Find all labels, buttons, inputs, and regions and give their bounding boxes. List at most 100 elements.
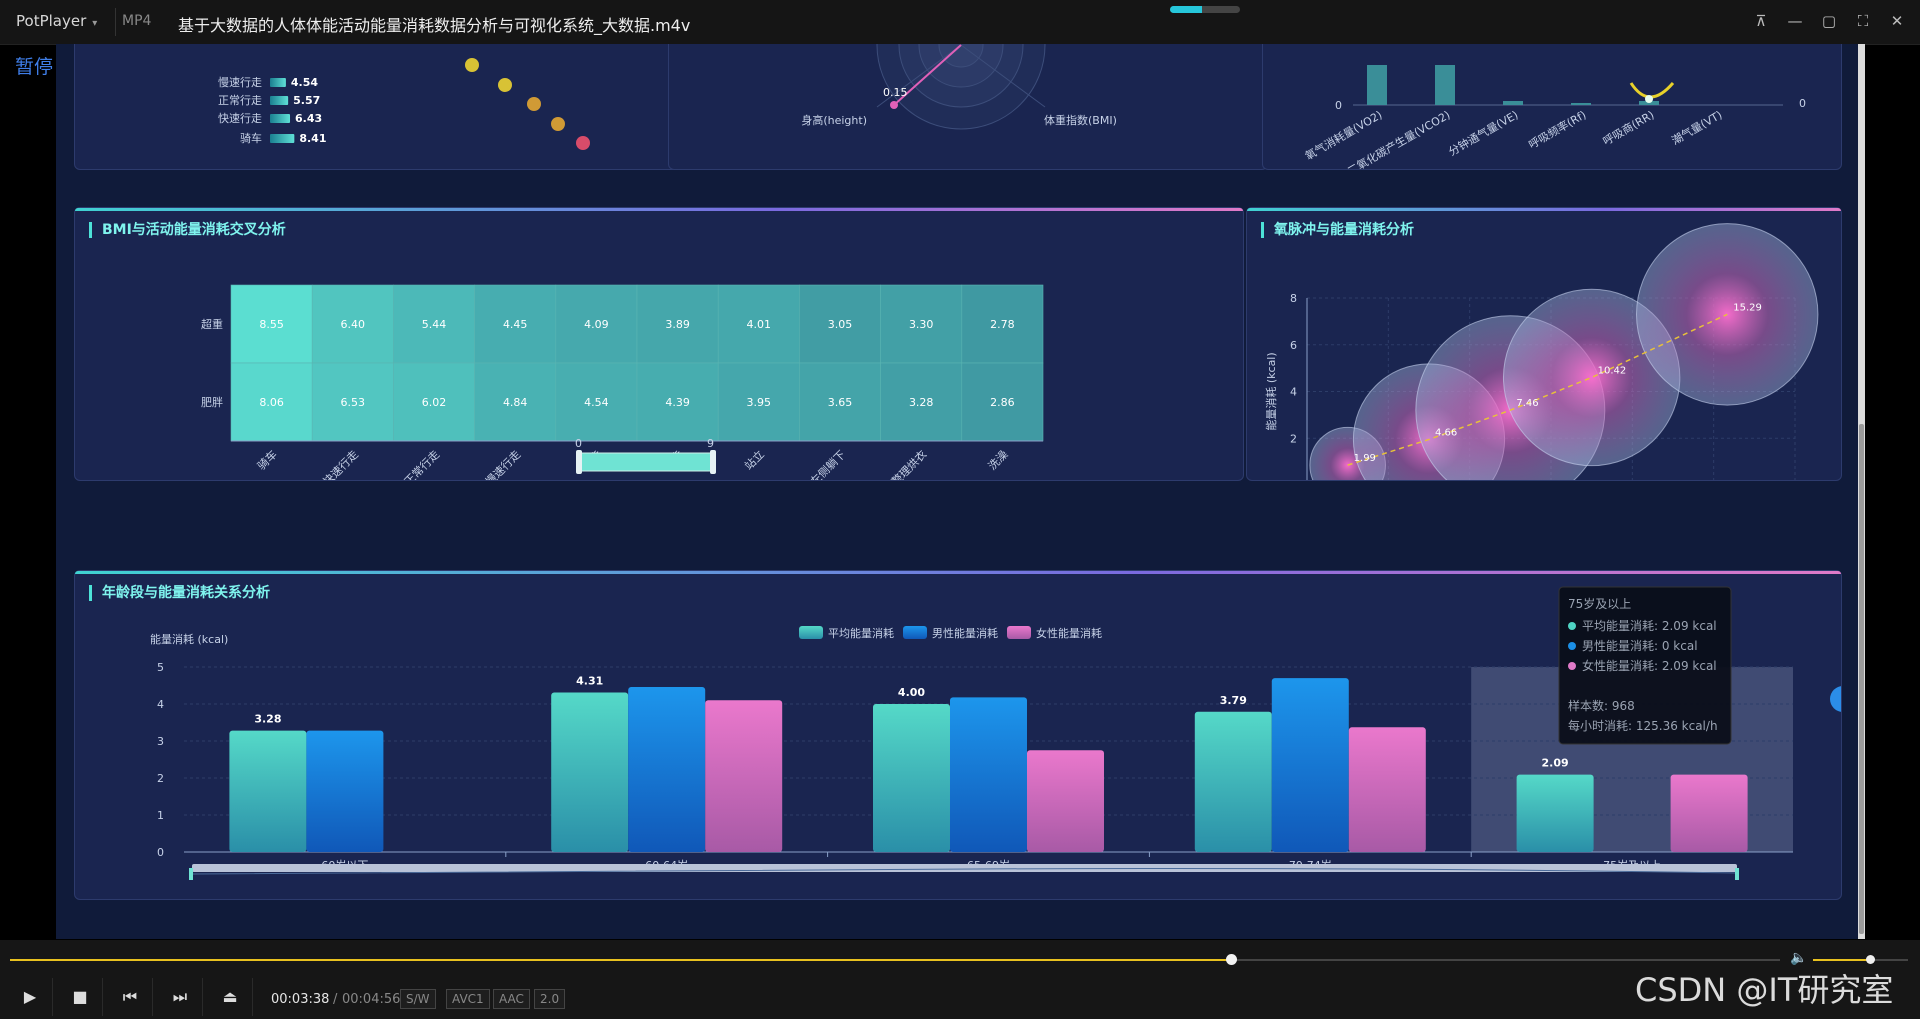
prev-button[interactable]: ⏮ (108, 978, 153, 1016)
eject-button[interactable]: ⏏ (208, 978, 253, 1016)
badge-renderer[interactable]: S/W (400, 989, 436, 1009)
heatmap-cell (393, 362, 475, 442)
seek-fill (10, 959, 1232, 961)
trend-line (1347, 313, 1728, 466)
age-bar (705, 700, 783, 852)
title-bar: PotPlayer ▾ MP4 基于大数据的人体体能活动能量消耗数据分析与可视化系… (0, 0, 1920, 45)
bubble-value-label: 15.29 (1733, 302, 1762, 313)
y-tick-label: 5 (157, 661, 164, 674)
tooltip-title: 75岁及以上 (1568, 596, 1631, 611)
x-tick-label: 二氧化碳产生量(VCO2) (1345, 107, 1453, 169)
bar-value-label: 4.54 (291, 76, 318, 89)
bar-value-label: 4.31 (576, 675, 603, 688)
visual-map-min-label: 0 (575, 437, 582, 450)
energy-bar (270, 78, 286, 87)
heatmap-value-label: 2.78 (990, 318, 1015, 331)
tooltip-row: 女性能量消耗: 2.09 kcal (1582, 658, 1717, 673)
bar (1503, 101, 1523, 105)
y-tick-label: 2 (1290, 432, 1297, 445)
heatmap-cell (311, 362, 394, 442)
radar-indicator-label: 身高(height) (801, 113, 867, 127)
heatmap-value-label: 4.45 (503, 318, 528, 331)
radar-point (890, 101, 898, 109)
fullscreen-icon[interactable]: ⛶ (1857, 12, 1869, 30)
volume-icon[interactable]: 🔈 (1790, 950, 1808, 966)
right-tick-label: 0 (1799, 97, 1806, 110)
stop-button[interactable]: ■ (58, 978, 103, 1016)
bar (1367, 65, 1387, 105)
app-name: PotPlayer (16, 12, 87, 30)
age-bar (628, 686, 706, 852)
panel-accent (75, 208, 1243, 211)
legend-label: 平均能量消耗 (828, 626, 894, 640)
panel-title: BMI与活动能量消耗交叉分析 (89, 222, 286, 238)
panel-accent (1247, 208, 1841, 211)
age-bar (1670, 774, 1748, 852)
seek-handle[interactable] (1226, 954, 1238, 965)
bubble-value-label: 10.42 (1598, 365, 1627, 376)
heatmap-cell (393, 284, 475, 364)
next-icon: ⏭ (172, 987, 188, 1006)
tooltip-row: 男性能量消耗: 0 kcal (1582, 639, 1698, 653)
heatmap-column-label: 站立 (741, 447, 766, 472)
minimize-icon[interactable]: — (1787, 12, 1803, 30)
scrollbar-thumb[interactable] (1859, 424, 1864, 934)
close-icon[interactable]: ✕ (1890, 12, 1904, 30)
heatmap-cell (799, 284, 881, 364)
legend-swatch (903, 626, 927, 639)
bubble-value-label: 7.46 (1516, 398, 1538, 409)
legend-swatch (799, 626, 823, 639)
prev-icon: ⏮ (122, 987, 138, 1006)
heatmap-cell (636, 284, 719, 364)
heatmap-value-label: 4.39 (665, 396, 690, 409)
heatmap-value-label: 3.30 (909, 318, 934, 331)
gauge-point (1645, 95, 1653, 103)
video-frame[interactable]: 慢速行走 4.54 正常行走 5.57 快速行走 6.43 骑车 8.41 0 2 0 4 0 6 0 8 0 1… (56, 44, 1858, 939)
bar-category-label: 快速行走 (218, 112, 262, 125)
age-bar (229, 730, 307, 852)
radar-indicator-label: 体重指数(BMI) (1044, 113, 1117, 127)
radar-axis (876, 44, 962, 108)
heatmap-cell (474, 284, 557, 364)
o2-pulse-chart: 024680369121518氧脉冲 (ml/beat)能量消耗 (kcal)1… (1264, 223, 1819, 480)
heatmap-column-label: 洗澡 (986, 448, 1011, 473)
age-bar (1194, 711, 1272, 852)
app-menu-button[interactable]: PotPlayer ▾ (16, 12, 97, 30)
x-tick-label: 分钟通气量(VE) (1446, 107, 1521, 158)
panel-title: 年龄段与能量消耗关系分析 (89, 585, 270, 601)
y-tick-label: 2 (157, 772, 164, 785)
heatmap-value-label: 6.02 (422, 396, 447, 409)
radar-axis (960, 44, 1046, 108)
age-bar (1516, 774, 1594, 852)
play-button[interactable]: ▶ (8, 978, 53, 1016)
tooltip-marker (1568, 622, 1576, 630)
next-button[interactable]: ⏭ (158, 978, 203, 1016)
volume-handle[interactable] (1866, 955, 1875, 964)
bar-value-label: 5.57 (293, 94, 320, 107)
tooltip-marker (1568, 662, 1576, 670)
panel-bmi-heatmap: BMI与活动能量消耗交叉分析 超重 8.55 6.40 5.44 4.45 4.09 3.8… (74, 207, 1244, 481)
heatmap-value-label: 4.54 (584, 396, 609, 409)
bar-value-label: 2.09 (1542, 757, 1569, 770)
time-separator: / (333, 992, 338, 1007)
divider (115, 8, 116, 36)
pin-icon[interactable]: ⊼ (1755, 12, 1767, 30)
eject-icon: ⏏ (222, 987, 238, 1006)
maximize-icon[interactable]: ▢ (1821, 12, 1837, 30)
heatmap-cell (555, 362, 638, 442)
y-tick-label: 4 (1290, 386, 1297, 399)
window-title: 基于大数据的人体体能活动能量消耗数据分析与可视化系统_大数据.m4v (178, 16, 691, 35)
badge-video-codec[interactable]: AVC1 (446, 989, 490, 1009)
seek-bar[interactable] (10, 950, 1780, 970)
vertical-scrollbar[interactable] (1858, 44, 1865, 939)
energy-bar (270, 134, 295, 143)
badge-channels[interactable]: 2.0 (534, 989, 566, 1009)
visual-map-bar (578, 452, 714, 472)
volume-slider[interactable] (1813, 950, 1908, 970)
bar-value-label: 4.00 (898, 686, 925, 699)
age-bar (873, 704, 950, 852)
badge-audio-codec[interactable]: AAC (493, 989, 530, 1009)
heatmap-cell (474, 362, 557, 442)
heatmap-cell (880, 362, 963, 442)
player-controls: 🔈 ▶ ■ ⏮ ⏭ ⏏ 00:03:38 / 00:04:56 S/W AVC1… (0, 940, 1920, 1019)
